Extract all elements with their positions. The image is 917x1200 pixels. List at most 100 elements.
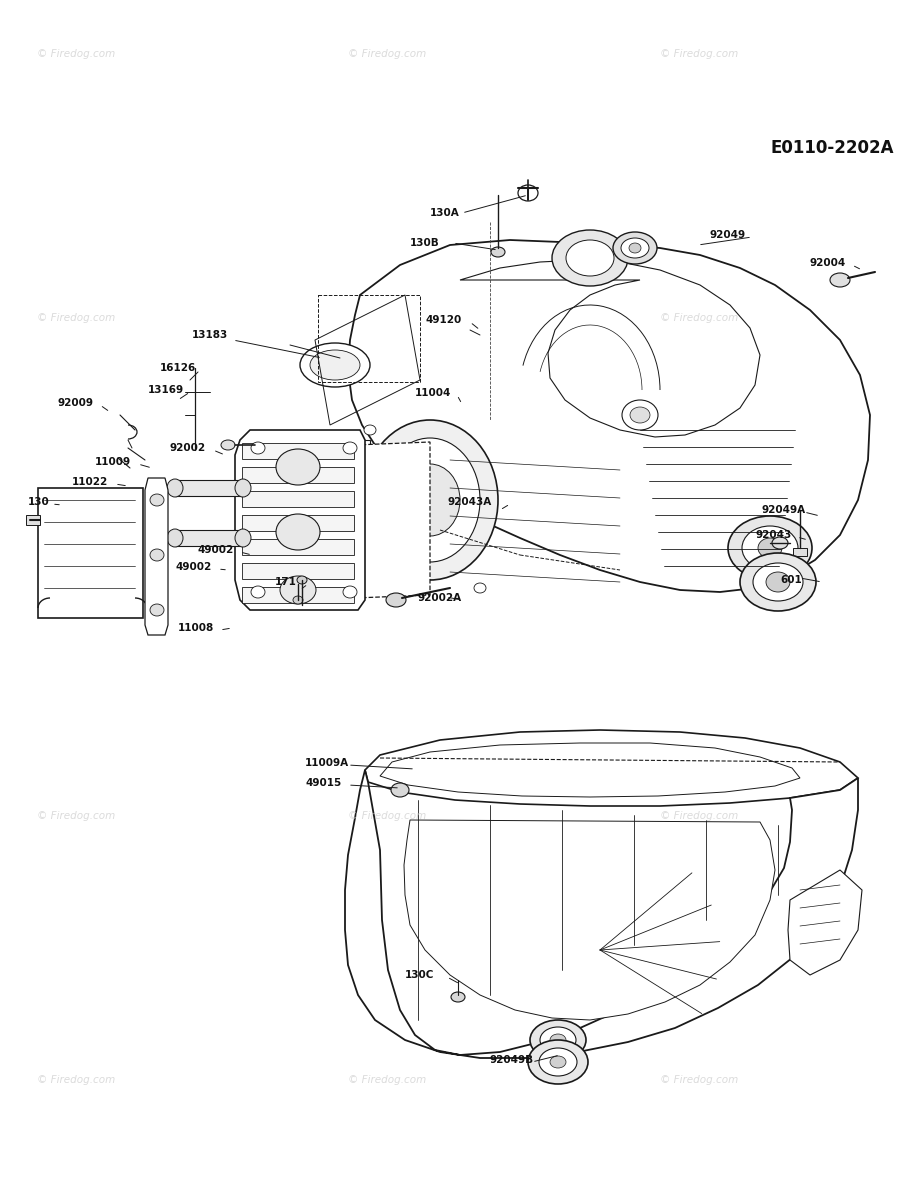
Text: E0110-2202A: E0110-2202A [770, 139, 893, 157]
Bar [242, 467, 354, 482]
Text: 130B: 130B [410, 238, 440, 248]
Text: 11004: 11004 [415, 388, 451, 398]
Polygon shape [788, 870, 862, 974]
Ellipse shape [621, 238, 649, 258]
Ellipse shape [518, 185, 538, 200]
Ellipse shape [728, 516, 812, 580]
Ellipse shape [629, 242, 641, 253]
Bar [793, 548, 807, 556]
Ellipse shape [566, 240, 614, 276]
Ellipse shape [150, 494, 164, 506]
Ellipse shape [622, 400, 658, 430]
Text: © Firedog.com: © Firedog.com [37, 49, 115, 59]
Text: © Firedog.com: © Firedog.com [348, 49, 426, 59]
Ellipse shape [276, 449, 320, 485]
Ellipse shape [343, 442, 357, 454]
Text: 601: 601 [780, 575, 801, 584]
Ellipse shape [235, 529, 251, 547]
Text: 92004: 92004 [810, 258, 846, 268]
Ellipse shape [297, 576, 307, 584]
Polygon shape [235, 430, 365, 610]
Ellipse shape [552, 230, 628, 286]
Bar [175, 530, 243, 546]
Bar [242, 443, 354, 458]
Text: 49002: 49002 [175, 562, 211, 572]
Ellipse shape [740, 553, 816, 611]
Text: © Firedog.com: © Firedog.com [660, 811, 738, 821]
Ellipse shape [766, 572, 790, 592]
Text: 49015: 49015 [305, 778, 341, 788]
Text: 13183: 13183 [192, 330, 228, 340]
Ellipse shape [742, 526, 798, 570]
Ellipse shape [630, 407, 650, 422]
Text: 49120: 49120 [425, 314, 461, 325]
Text: 92043A: 92043A [448, 497, 492, 506]
Ellipse shape [251, 586, 265, 598]
Polygon shape [145, 478, 168, 635]
Polygon shape [404, 820, 775, 1020]
Text: © Firedog.com: © Firedog.com [660, 49, 738, 59]
Ellipse shape [300, 343, 370, 386]
Ellipse shape [364, 505, 376, 515]
Bar [38, 488, 143, 618]
Ellipse shape [550, 1034, 566, 1046]
Text: 171: 171 [275, 577, 297, 587]
Ellipse shape [310, 350, 360, 380]
Polygon shape [345, 770, 858, 1058]
Ellipse shape [362, 420, 498, 580]
Text: 11009: 11009 [95, 457, 131, 467]
Text: © Firedog.com: © Firedog.com [37, 1075, 115, 1085]
Ellipse shape [540, 1027, 576, 1054]
Polygon shape [460, 260, 760, 437]
Ellipse shape [758, 538, 782, 558]
Text: 92009: 92009 [58, 398, 94, 408]
Bar [26, 515, 40, 526]
Ellipse shape [550, 1056, 566, 1068]
Bar [175, 480, 243, 496]
Ellipse shape [386, 593, 406, 607]
Text: 92002A: 92002A [418, 593, 462, 602]
Text: 92043: 92043 [755, 530, 791, 540]
Text: © Firedog.com: © Firedog.com [348, 1075, 426, 1085]
Bar [242, 587, 354, 602]
Bar [242, 563, 354, 578]
Ellipse shape [364, 570, 376, 580]
Ellipse shape [150, 550, 164, 560]
Ellipse shape [293, 596, 303, 604]
Ellipse shape [530, 1020, 586, 1060]
Ellipse shape [276, 514, 320, 550]
Polygon shape [380, 743, 800, 797]
Ellipse shape [830, 272, 850, 287]
Ellipse shape [474, 583, 486, 593]
Text: 92049B: 92049B [490, 1055, 534, 1066]
Polygon shape [348, 240, 870, 592]
Polygon shape [355, 442, 430, 598]
Ellipse shape [380, 438, 480, 562]
Ellipse shape [613, 232, 657, 264]
Ellipse shape [167, 529, 183, 547]
Text: © Firedog.com: © Firedog.com [660, 313, 738, 323]
Bar [242, 491, 354, 506]
Ellipse shape [414, 575, 426, 584]
Ellipse shape [753, 563, 803, 601]
Text: © Firedog.com: © Firedog.com [348, 811, 426, 821]
Ellipse shape [539, 1048, 577, 1076]
Text: 16126: 16126 [160, 362, 196, 373]
Text: 92049: 92049 [710, 230, 746, 240]
Text: 130C: 130C [405, 970, 435, 980]
Bar [242, 515, 354, 530]
Ellipse shape [280, 576, 316, 604]
Ellipse shape [235, 479, 251, 497]
Ellipse shape [451, 992, 465, 1002]
Text: 130: 130 [28, 497, 50, 506]
Ellipse shape [364, 425, 376, 434]
Text: 49002: 49002 [198, 545, 234, 554]
Ellipse shape [491, 247, 505, 257]
Ellipse shape [772, 538, 788, 550]
Text: 11009A: 11009A [305, 758, 349, 768]
Ellipse shape [251, 442, 265, 454]
Ellipse shape [391, 782, 409, 797]
Text: 11008: 11008 [178, 623, 215, 634]
Ellipse shape [221, 440, 235, 450]
Text: © Firedog.com: © Firedog.com [660, 1075, 738, 1085]
